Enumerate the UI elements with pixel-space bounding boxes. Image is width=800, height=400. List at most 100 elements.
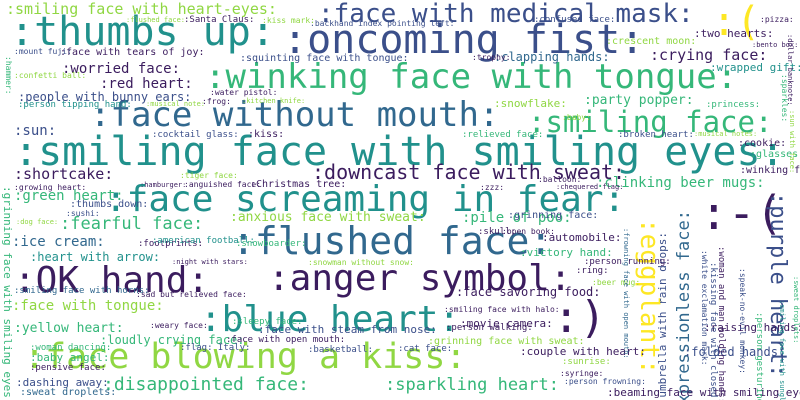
word: :disappointed face: — [103, 374, 309, 395]
word: :yellow heart: — [14, 321, 124, 336]
word: :flushed face: — [232, 219, 553, 263]
word: :people with bunny ears: — [18, 90, 192, 104]
word: :smiling face with sunglasses: — [778, 300, 786, 400]
word: :cocktail glass: — [152, 130, 239, 140]
word: :squinting face with tongue: — [240, 53, 409, 64]
word: :woman and man holding hands: — [716, 246, 726, 400]
word: :baby: — [562, 113, 591, 122]
word: :( — [712, 0, 761, 45]
word: :two hearts: — [694, 27, 774, 40]
word: :Santa Claus: — [184, 15, 255, 25]
word: :loudly crying face: — [100, 333, 245, 347]
word: :chequered flag: — [556, 183, 624, 191]
word: :person frowning: — [564, 377, 646, 386]
word: :crying face: — [650, 46, 768, 64]
word: :growing heart: — [14, 183, 87, 192]
word: :anger symbol: — [268, 258, 572, 299]
word: :kitchen knife: — [242, 97, 306, 105]
word: :hamburger: — [140, 181, 187, 189]
word: :green heart: — [14, 188, 124, 204]
word: :skull: — [478, 227, 516, 237]
word: :princess: — [706, 100, 761, 110]
word: :trophy: — [472, 53, 511, 62]
word: :person running: — [584, 257, 671, 267]
word: :face blowing a kiss: — [24, 337, 467, 377]
word: :american football: — [152, 236, 255, 246]
word: :kissing face with closed eyes: — [708, 262, 718, 400]
word: :speak-no-evil monkey: — [738, 268, 747, 374]
word: :smiling face with heart-eyes: — [6, 0, 277, 18]
word: :face without mouth: — [90, 95, 500, 135]
word: :person tipping hand: — [18, 100, 132, 110]
word: :thumbs up: — [10, 9, 275, 55]
word: :mount fuji: — [14, 47, 72, 56]
word: :couple with heart: — [520, 345, 646, 358]
word: :sunrise: — [562, 357, 611, 367]
word: :smiling face with halo: — [444, 305, 560, 314]
word: :bento box: — [752, 41, 799, 49]
word: :sweat droplets: — [20, 387, 117, 398]
word: :anxious face with sweat: — [230, 210, 426, 225]
word: :automobile: — [542, 231, 622, 244]
word: :grinning face with smiling eyes: — [1, 186, 14, 400]
word: :thumbs down: — [70, 199, 149, 210]
word: :syringe: — [560, 369, 604, 378]
word: :sushi: — [66, 209, 100, 218]
word: :sad but relieved face: — [136, 290, 247, 299]
word: :white exclamation mark: — [700, 250, 709, 366]
word: :sleepy face: — [232, 317, 303, 327]
word: :heart with arrow: — [30, 250, 161, 264]
word: :backhand index pointing left: — [310, 19, 455, 28]
word: :dashing away: — [16, 376, 109, 389]
word: :anguished face: — [184, 180, 262, 189]
word: :broken heart: — [618, 130, 694, 140]
word: :grinning face with sweat: — [428, 336, 585, 347]
word: :beer mug: — [592, 278, 641, 287]
word: :snowman without snow: — [308, 258, 414, 267]
word: :clinking beer mugs: — [596, 175, 765, 191]
word: :expressionless face: — [674, 210, 694, 400]
word: :flag: Italy: — [180, 343, 251, 353]
word: :confused face: — [534, 15, 616, 25]
word: :footprints: — [138, 239, 204, 249]
word: :frowning face with open mouth: — [622, 228, 630, 359]
word: :pile of poo: — [462, 210, 572, 226]
word: :OK hand: — [14, 260, 210, 301]
word: :pensive face: — [30, 363, 106, 373]
word: :sun: — [14, 123, 57, 139]
word: :movie camera: — [460, 317, 553, 330]
word: :tiger face: — [180, 171, 238, 180]
word: :face with tongue: — [12, 298, 164, 314]
word: :person gesturing OK: — [754, 312, 764, 400]
word: :winking face: — [740, 165, 800, 176]
word: :) — [553, 292, 606, 343]
word: :smiling face with smiling eyes: — [14, 129, 785, 175]
word: :baby angel: — [30, 351, 110, 364]
word: :-( — [700, 186, 784, 240]
word: :snowboarder: — [236, 239, 307, 249]
word: :purple heart: — [765, 192, 790, 378]
word: :smiling face with horns: — [14, 286, 150, 296]
word: :frog: — [202, 97, 231, 106]
word: :musical notes: — [694, 130, 758, 138]
word: :relieved face: — [462, 130, 544, 140]
word: :face savoring food: — [456, 285, 601, 299]
word: :sun with face: — [788, 110, 796, 174]
word: :dollar banknote: — [786, 34, 794, 106]
word: :kiss mark: — [262, 16, 315, 25]
word: :victory hand: — [520, 246, 613, 259]
word: :basketball: — [308, 345, 374, 355]
word: :person walking: — [446, 323, 533, 333]
word: :dog face: — [16, 218, 59, 226]
word: :flushed face: — [126, 16, 186, 24]
word: :open book: — [502, 227, 555, 236]
word: :pizza: — [760, 15, 794, 24]
word: :glasses: — [750, 149, 800, 160]
word: :balloon: — [538, 175, 582, 184]
word: :zzz: — [480, 183, 505, 192]
word: :oncoming fist: — [283, 17, 645, 63]
word: :musical note: — [146, 100, 206, 108]
word: :sweat droplets: — [792, 276, 800, 344]
word: :clapping hands: — [494, 50, 610, 64]
word: :red heart: — [100, 76, 193, 92]
